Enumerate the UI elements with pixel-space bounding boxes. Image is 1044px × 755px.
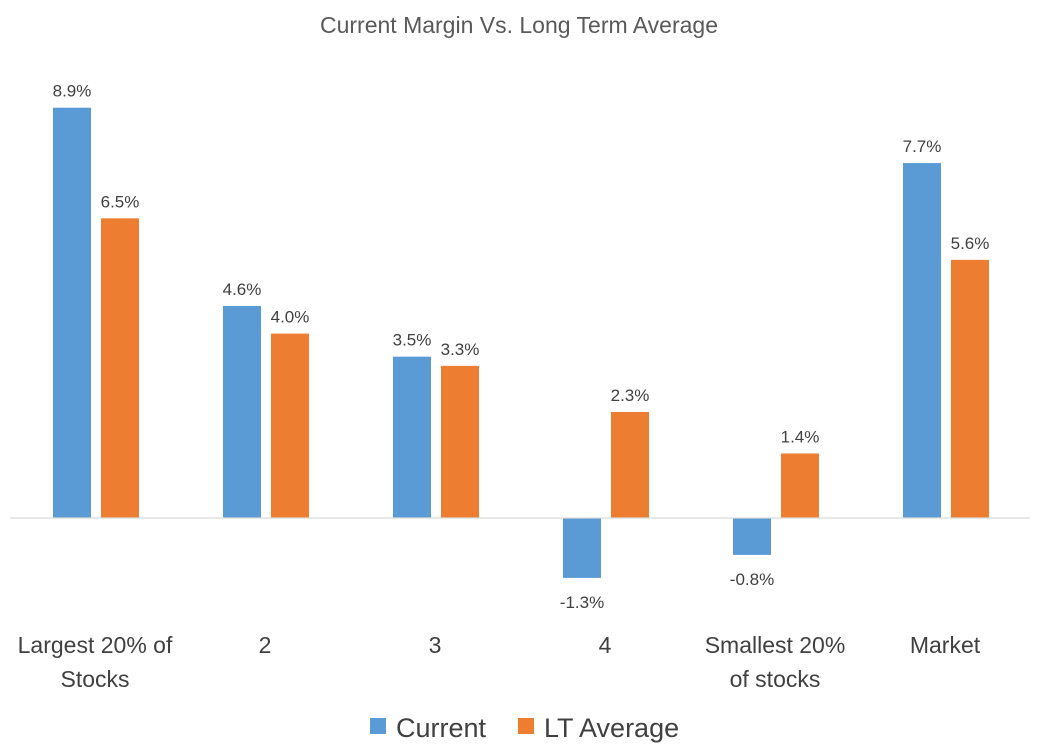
category-label: Stocks — [60, 666, 129, 692]
bar-current-2 — [393, 356, 431, 518]
data-label: 2.3% — [611, 386, 650, 405]
data-label: 3.3% — [441, 340, 480, 359]
category-label: Largest 20% of — [18, 632, 173, 658]
data-label: 6.5% — [101, 192, 140, 211]
data-label: 7.7% — [903, 137, 942, 156]
bar-lt-average-4 — [781, 453, 819, 518]
data-label: 8.9% — [53, 82, 92, 101]
data-label: 5.6% — [951, 234, 990, 253]
bars-layer — [53, 107, 989, 578]
bar-lt-average-1 — [271, 333, 309, 518]
bar-lt-average-5 — [951, 259, 989, 518]
category-label: 4 — [599, 632, 612, 658]
category-labels-layer: Largest 20% of Stocks 2 3 4 Smallest 20% of st… — [18, 632, 981, 692]
legend-label-current: Current — [396, 713, 487, 743]
legend-swatch-lt-average — [518, 718, 534, 734]
data-label: 4.0% — [271, 308, 310, 327]
data-label: 4.6% — [223, 280, 262, 299]
bar-current-4 — [733, 518, 771, 555]
data-label: 1.4% — [781, 427, 820, 446]
bar-current-0 — [53, 107, 91, 519]
chart-title: Current Margin Vs. Long Term Average — [320, 12, 718, 38]
bar-current-1 — [223, 305, 261, 518]
category-label: Smallest 20% — [705, 632, 846, 658]
data-label: 3.5% — [393, 331, 432, 350]
bar-lt-average-0 — [101, 218, 139, 518]
bar-current-5 — [903, 163, 941, 518]
legend-swatch-current — [370, 718, 386, 734]
category-label: of stocks — [730, 666, 821, 692]
legend: Current LT Average — [370, 713, 679, 743]
category-label: 3 — [429, 632, 442, 658]
data-label: -0.8% — [730, 570, 774, 589]
category-label: Market — [910, 632, 981, 658]
category-label: 2 — [259, 632, 272, 658]
data-label: -1.3% — [560, 593, 604, 612]
data-labels-layer: 8.9% 6.5% 4.6% 4.0% 3.5% 3.3% -1.3% 2.3% -0.8% 1.… — [53, 82, 990, 612]
bar-current-3 — [563, 518, 601, 578]
legend-label-lt-average: LT Average — [544, 713, 679, 743]
bar-lt-average-2 — [441, 365, 479, 518]
bar-lt-average-3 — [611, 411, 649, 518]
